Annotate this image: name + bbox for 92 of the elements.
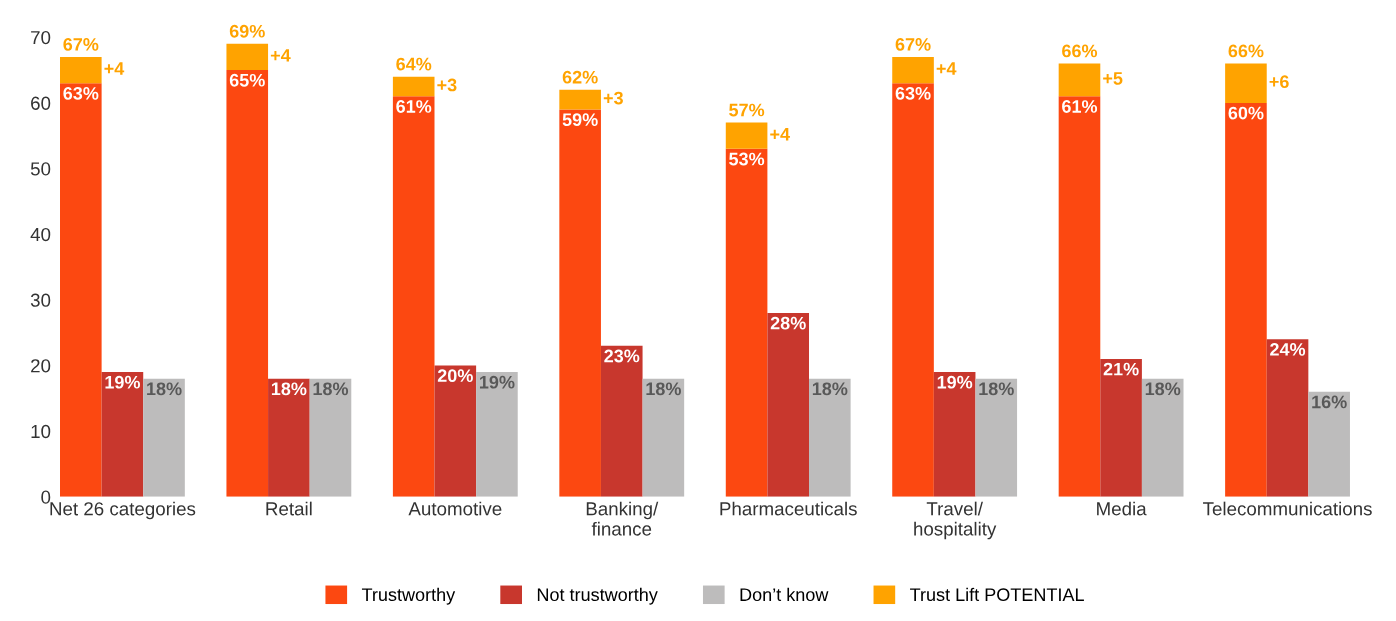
data-label: +3	[437, 78, 457, 92]
bar	[1266, 339, 1309, 497]
bar	[1100, 358, 1142, 497]
data-label: 18%	[313, 382, 349, 396]
data-label: 16%	[1312, 395, 1347, 409]
data-label: 65%	[229, 73, 265, 87]
y-tick-label: 10	[31, 424, 51, 439]
y-tick-label: 40	[30, 227, 51, 242]
data-label: 18%	[646, 382, 681, 396]
total-label: 67%	[895, 37, 931, 51]
data-label: 63%	[895, 86, 931, 100]
total-label: 66%	[1062, 44, 1098, 58]
data-label: 59%	[562, 113, 598, 127]
bar	[1058, 96, 1101, 497]
bar	[1141, 378, 1184, 497]
x-tick-label: Telecommunications	[1203, 501, 1372, 516]
bar	[101, 372, 144, 497]
data-label: 21%	[1103, 362, 1139, 376]
data-label: 63%	[63, 86, 99, 100]
bar	[434, 365, 477, 497]
data-label: 19%	[479, 375, 515, 389]
data-label: 18%	[271, 382, 307, 396]
data-label: +4	[270, 49, 291, 62]
data-label: +4	[770, 127, 790, 141]
x-tick-label: Travel/ hospitality	[914, 501, 997, 540]
data-label: 61%	[1062, 100, 1098, 113]
legend-label: Trust Lift POTENTIAL	[910, 587, 1084, 602]
data-label: +4	[104, 62, 125, 75]
y-tick-label: 70	[31, 30, 51, 45]
bar	[1225, 63, 1267, 103]
bar	[1308, 391, 1350, 497]
bar	[642, 378, 685, 497]
legend-label: Don’t know	[740, 587, 829, 602]
y-tick-label: 30	[30, 293, 51, 307]
legend-label: Trustworthy	[361, 587, 456, 605]
bar	[309, 378, 352, 497]
bar	[975, 378, 1018, 497]
data-label: 18%	[979, 382, 1014, 396]
bar	[143, 378, 185, 497]
data-label: 20%	[437, 369, 473, 383]
x-tick-label: Retail	[266, 501, 312, 516]
total-label: 62%	[562, 70, 598, 84]
y-tick-label: 50	[30, 162, 51, 176]
bar	[559, 89, 601, 110]
x-tick-label: Pharmaceuticals	[720, 501, 857, 516]
data-label: 61%	[396, 100, 432, 113]
bar	[1058, 63, 1101, 97]
bar	[725, 122, 768, 149]
bar	[1225, 102, 1267, 497]
data-label: 60%	[1228, 106, 1264, 120]
bar	[60, 83, 102, 497]
legend-label: Not trustworthy	[537, 587, 658, 605]
x-tick-label: Media	[1097, 501, 1147, 516]
bar	[226, 70, 269, 497]
y-tick-label: 60	[31, 96, 51, 110]
bar	[476, 372, 518, 497]
y-tick-label: 20	[31, 359, 51, 373]
bar	[892, 83, 934, 497]
data-label: 18%	[1145, 382, 1181, 396]
data-label: 53%	[729, 152, 765, 166]
data-label: 28%	[770, 316, 806, 330]
data-label: 18%	[147, 382, 182, 396]
data-label: +5	[1103, 72, 1123, 85]
bar	[268, 378, 310, 497]
total-label: 69%	[229, 24, 265, 38]
y-tick-label: 0	[41, 490, 51, 504]
data-label: +4	[936, 62, 957, 75]
bar	[933, 372, 976, 497]
bar	[892, 56, 934, 84]
data-label: 19%	[937, 375, 973, 389]
bar	[60, 56, 102, 84]
data-label: 23%	[604, 349, 640, 363]
total-label: 57%	[729, 103, 765, 117]
data-label: +6	[1269, 75, 1289, 89]
bar	[767, 312, 810, 497]
bar	[600, 345, 643, 497]
data-label: 19%	[105, 375, 141, 389]
data-label: 24%	[1270, 343, 1306, 356]
bar	[559, 109, 601, 497]
x-tick-label: Automotive	[408, 501, 502, 516]
total-label: 64%	[396, 57, 432, 71]
x-tick-label: Net 26 categories	[50, 501, 196, 520]
total-label: 67%	[63, 37, 99, 51]
data-label: +3	[603, 91, 623, 105]
x-tick-label: Banking/ finance	[586, 501, 659, 536]
bar	[226, 43, 269, 71]
total-label: 66%	[1228, 44, 1264, 58]
bar	[392, 76, 435, 97]
bar	[392, 96, 435, 497]
data-label: 18%	[812, 382, 848, 396]
bar	[809, 378, 851, 497]
bar	[725, 148, 768, 497]
